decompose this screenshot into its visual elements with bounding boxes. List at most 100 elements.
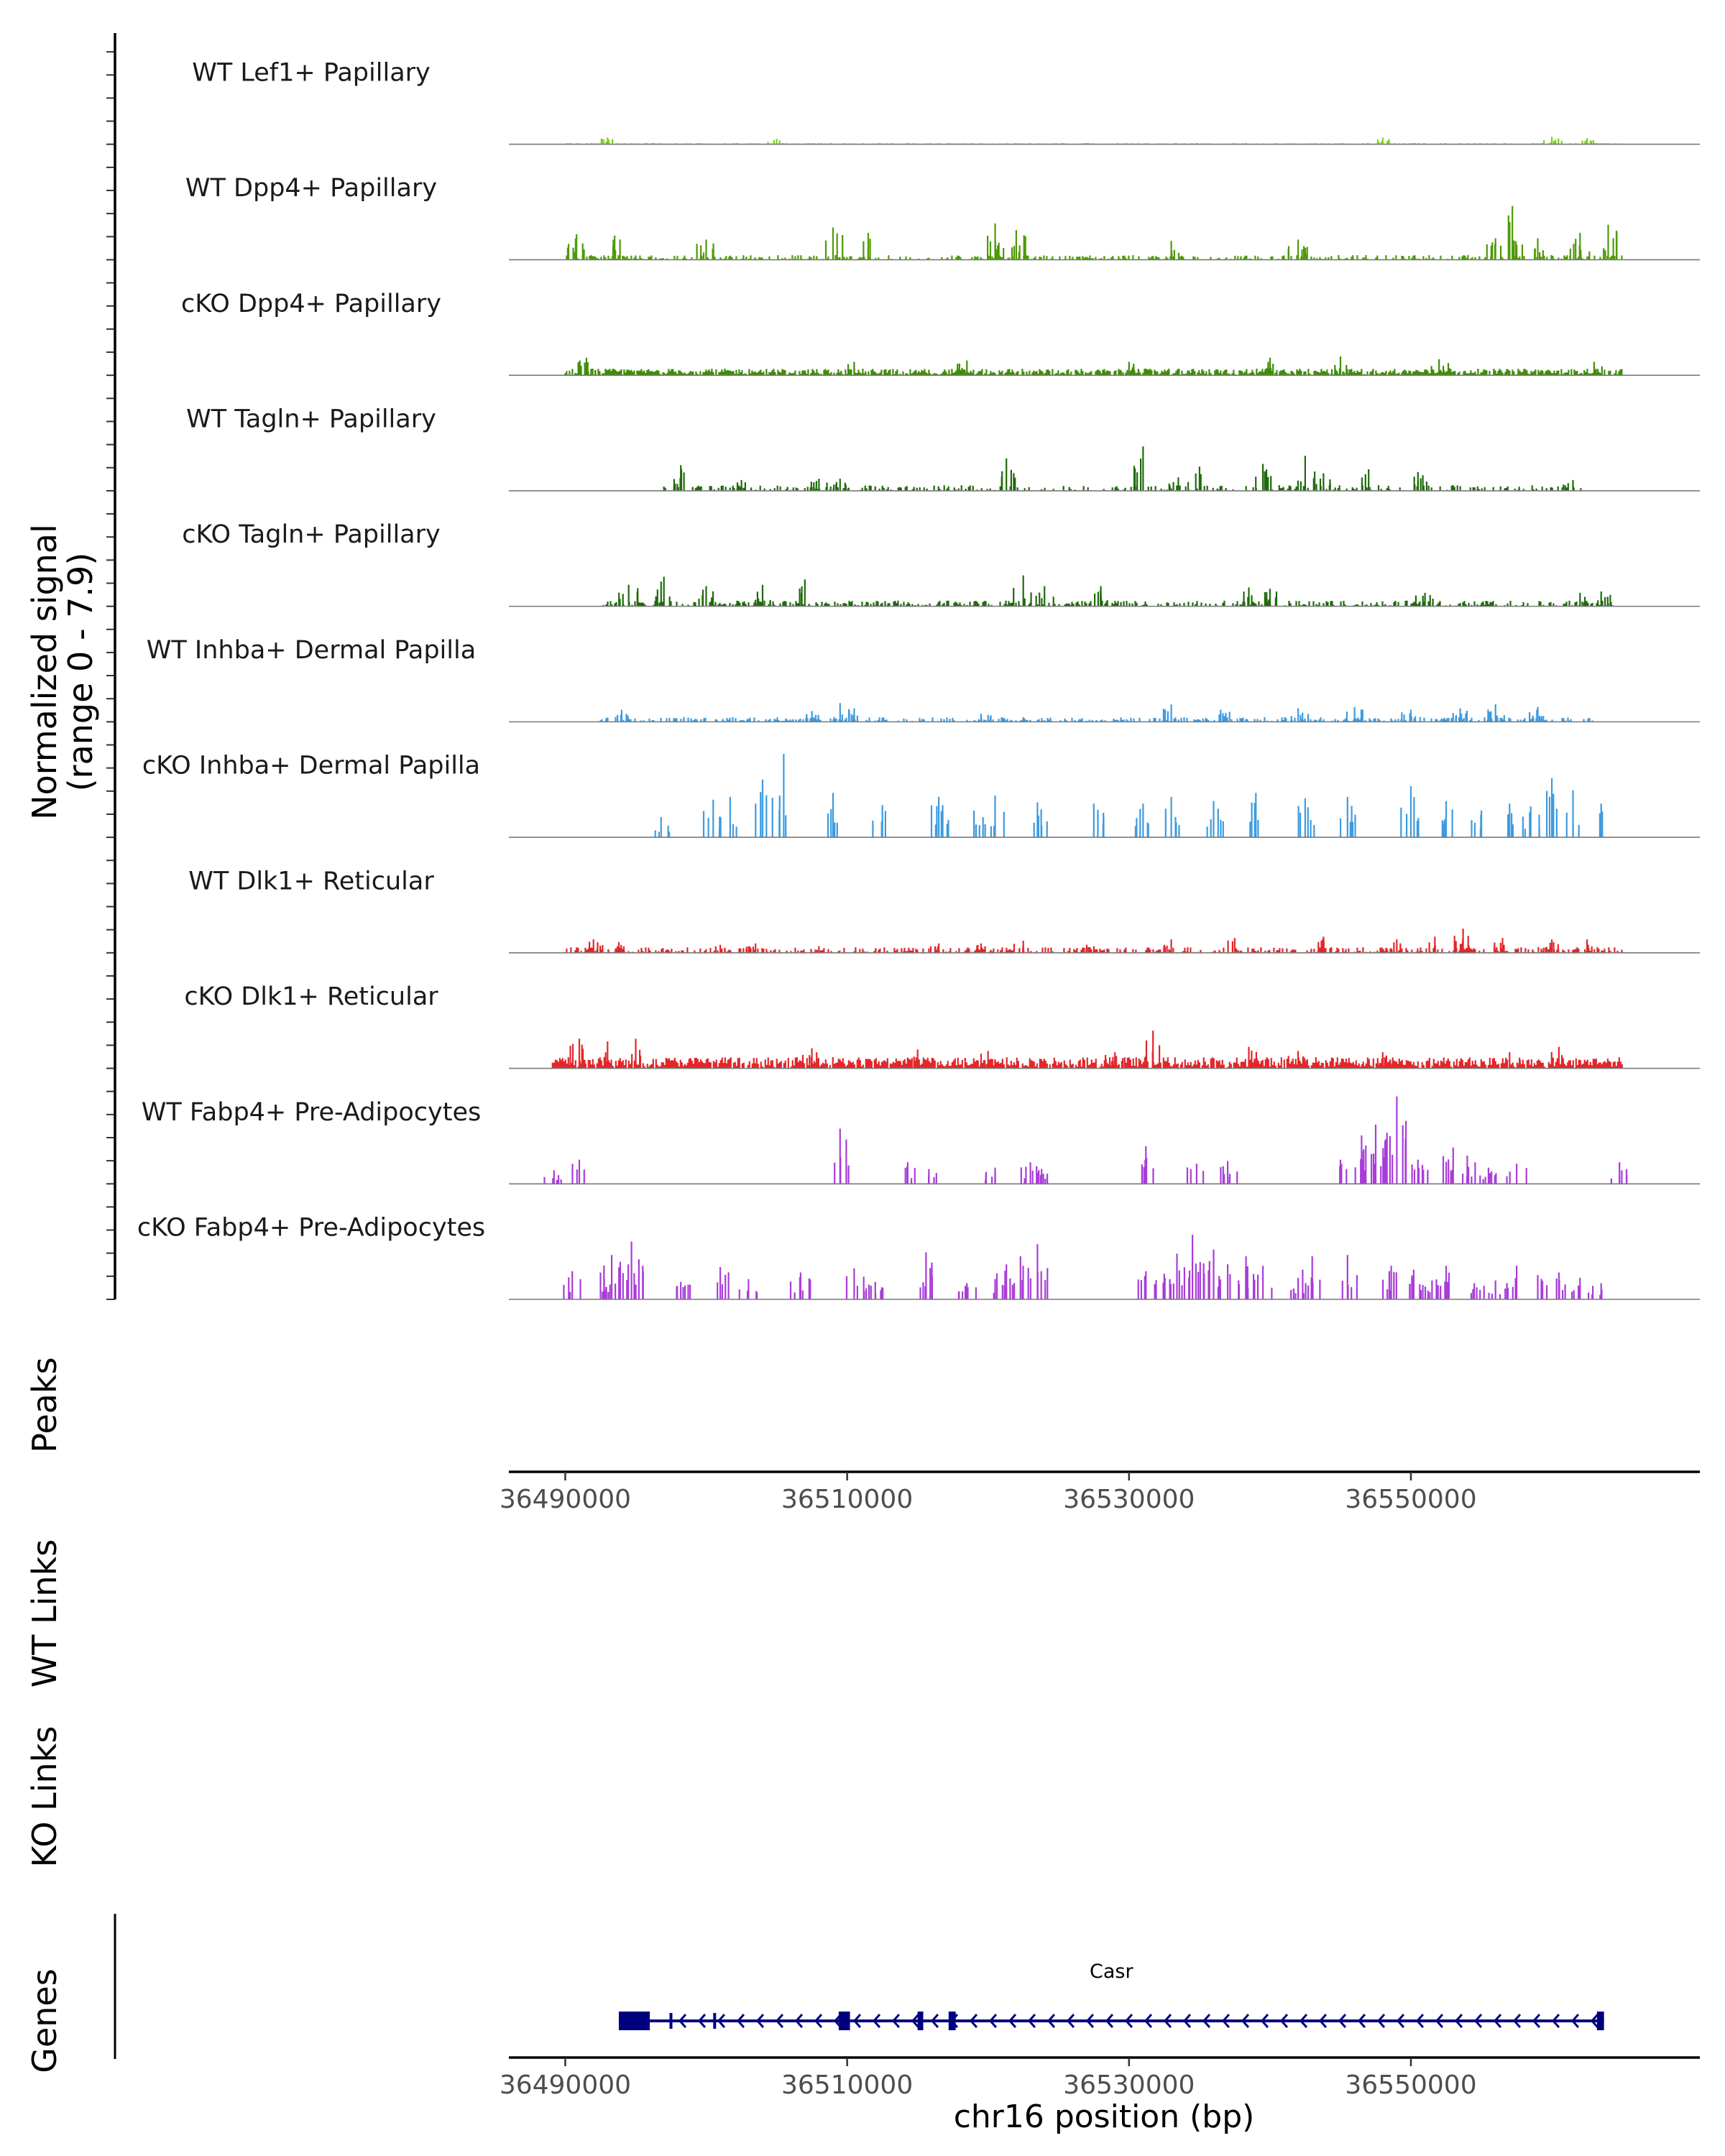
- gene-model: [618, 2012, 1604, 2030]
- position-tick-label: 36510000: [781, 1485, 913, 1514]
- strand-arrow: [755, 2014, 765, 2028]
- track-label: WT Dlk1+ Reticular: [188, 867, 434, 895]
- gene-exon-small: [713, 2013, 717, 2029]
- track-label: WT Tagln+ Papillary: [186, 405, 436, 434]
- track-label: WT Dpp4+ Papillary: [185, 174, 437, 203]
- gene-exon-small: [669, 2013, 673, 2029]
- strand-arrow: [1318, 2014, 1328, 2028]
- coverage-signal: [564, 356, 1623, 376]
- strand-arrow: [1376, 2014, 1386, 2028]
- coverage-track: cKO Dlk1+ Reticular: [184, 982, 1700, 1069]
- strand-arrow: [1163, 2014, 1172, 2028]
- gene-exon: [1596, 2012, 1604, 2030]
- strand-arrow: [814, 2014, 823, 2028]
- strand-arrow: [988, 2014, 998, 2028]
- track-label: WT Inhba+ Dermal Papilla: [147, 636, 476, 665]
- peaks-label: Peaks: [25, 1357, 64, 1452]
- strand-arrow: [1085, 2014, 1095, 2028]
- coverage-y-label-line1: Normalized signal: [25, 524, 64, 820]
- gene-exon: [917, 2012, 924, 2030]
- track-label: cKO Dpp4+ Papillary: [181, 290, 441, 318]
- position-tick-label: 36550000: [1345, 1485, 1476, 1514]
- coverage-y-label-line2: (range 0 - 7.9): [61, 553, 100, 792]
- strand-arrow: [969, 2014, 978, 2028]
- gene-exon: [948, 2012, 956, 2030]
- strand-arrow: [717, 2014, 726, 2028]
- track-label: cKO Dlk1+ Reticular: [184, 982, 438, 1011]
- strand-arrow: [852, 2014, 862, 2028]
- coverage-signal: [654, 754, 1604, 838]
- strand-arrow: [1532, 2014, 1541, 2028]
- strand-arrow: [1338, 2014, 1347, 2028]
- strand-arrow: [1473, 2014, 1483, 2028]
- position-axis-upper: 36490000 36510000 36530000 36550000: [500, 1470, 1700, 1514]
- strand-arrow: [678, 2014, 687, 2028]
- strand-arrow: [1590, 2014, 1599, 2028]
- coverage-track: WT Inhba+ Dermal Papilla: [147, 636, 1700, 723]
- strand-arrow: [1105, 2014, 1114, 2028]
- coverage-signal: [663, 446, 1582, 491]
- strand-arrow: [1046, 2014, 1056, 2028]
- strand-arrow: [1493, 2014, 1502, 2028]
- strand-arrow: [697, 2014, 707, 2028]
- coverage-track: cKO Fabp4+ Pre-Adipocytes: [137, 1214, 1700, 1300]
- strand-arrow: [1027, 2014, 1036, 2028]
- strand-arrow: [775, 2014, 784, 2028]
- strand-arrow: [1299, 2014, 1308, 2028]
- strand-arrow: [1260, 2014, 1269, 2028]
- strand-arrow: [1415, 2014, 1425, 2028]
- track-label: WT Lef1+ Papillary: [192, 58, 431, 87]
- coverage-signal: [602, 575, 1614, 607]
- track-label: cKO Fabp4+ Pre-Adipocytes: [137, 1214, 485, 1243]
- strand-arrow: [1357, 2014, 1366, 2028]
- coverage-track: WT Tagln+ Papillary: [186, 405, 1700, 492]
- strand-arrow: [1124, 2014, 1133, 2028]
- wt-links-label: WT Links: [25, 1539, 64, 1687]
- strand-arrow: [1241, 2014, 1250, 2028]
- strand-arrow: [1396, 2014, 1405, 2028]
- position-axis-lower: 36490000 36510000 36530000 36550000: [500, 2056, 1700, 2100]
- coverage-signal: [543, 1096, 1628, 1184]
- gene-name-label: Casr: [1090, 1961, 1133, 1983]
- coverage-tracks: WT Lef1+ Papillary WT Dpp4+ Papillary cKO …: [137, 58, 1700, 1300]
- track-label: WT Fabp4+ Pre-Adipocytes: [142, 1098, 481, 1127]
- position-tick-label: 36530000: [1063, 1485, 1195, 1514]
- strand-arrow: [1435, 2014, 1444, 2028]
- coverage-track: WT Lef1+ Papillary: [192, 58, 1700, 145]
- coverage-track: cKO Dpp4+ Papillary: [181, 290, 1700, 376]
- position-tick-label: 36490000: [500, 1485, 631, 1514]
- x-axis-title: chr16 position (bp): [954, 2099, 1255, 2135]
- coverage-y-axis: [106, 33, 116, 1300]
- gene-exon: [838, 2012, 850, 2030]
- strand-arrow: [1008, 2014, 1017, 2028]
- strand-arrow: [1454, 2014, 1463, 2028]
- strand-arrow: [911, 2014, 920, 2028]
- position-tick-label: 36490000: [500, 2070, 631, 2100]
- track-label: cKO Inhba+ Dermal Papilla: [142, 752, 480, 780]
- strand-arrow: [1066, 2014, 1075, 2028]
- strand-arrow: [1221, 2014, 1230, 2028]
- gene-exon: [618, 2012, 650, 2030]
- coverage-track: WT Dpp4+ Papillary: [185, 174, 1700, 261]
- position-tick-label: 36530000: [1063, 2070, 1195, 2100]
- coverage-track: WT Fabp4+ Pre-Adipocytes: [142, 1096, 1700, 1185]
- strand-arrow: [1182, 2014, 1192, 2028]
- coverage-track: cKO Tagln+ Papillary: [182, 520, 1700, 607]
- strand-arrow: [1144, 2014, 1153, 2028]
- position-tick-label: 36510000: [781, 2070, 913, 2100]
- strand-arrow: [1551, 2014, 1560, 2028]
- strand-arrow: [1279, 2014, 1289, 2028]
- strand-arrow: [1202, 2014, 1211, 2028]
- strand-arrow: [1570, 2014, 1580, 2028]
- strand-arrow: [794, 2014, 804, 2028]
- coverage-signal: [551, 1031, 1623, 1069]
- strand-arrow: [1512, 2014, 1522, 2028]
- strand-arrow: [872, 2014, 881, 2028]
- strand-arrow: [736, 2014, 745, 2028]
- position-tick-label: 36550000: [1345, 2070, 1476, 2100]
- strand-arrow: [891, 2014, 901, 2028]
- strand-arrow: [930, 2014, 939, 2028]
- ko-links-label: KO Links: [25, 1726, 64, 1868]
